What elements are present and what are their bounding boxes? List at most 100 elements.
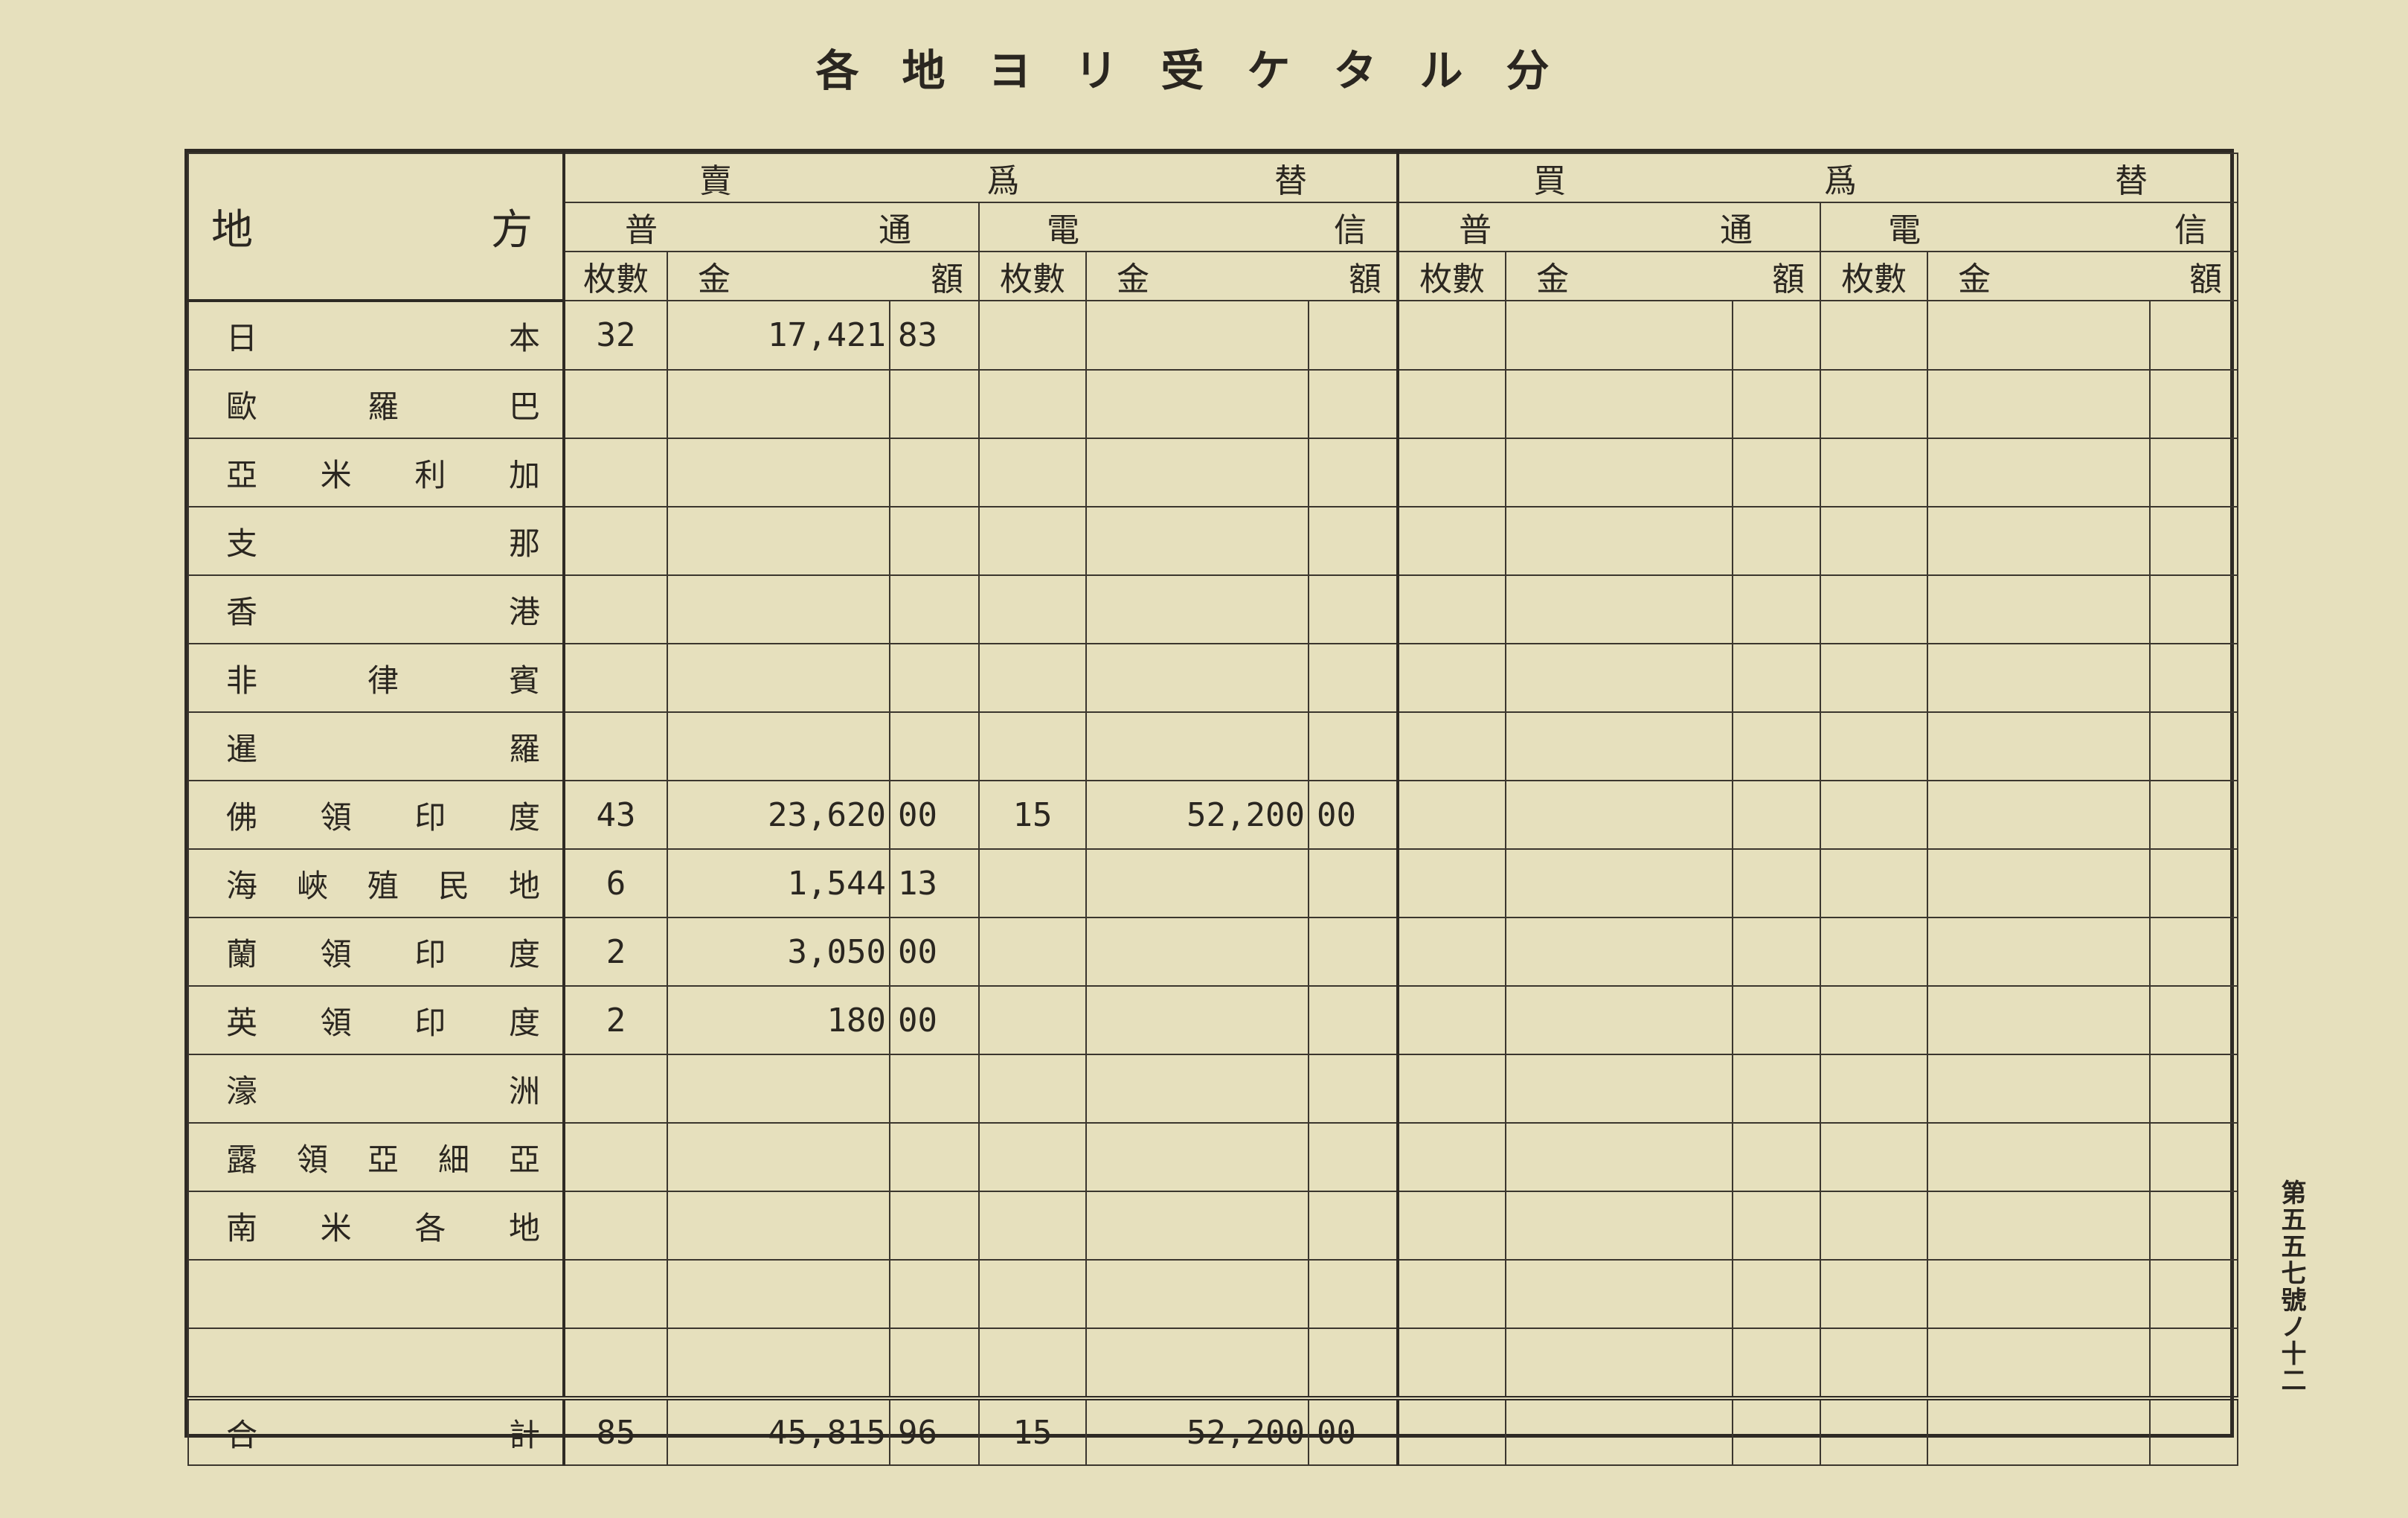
sell-tel-yen-cell xyxy=(1085,1122,1309,1192)
sell-tel-count-cell xyxy=(978,711,1087,781)
buy-cell xyxy=(1820,300,1929,371)
buy-cell xyxy=(1505,1122,1734,1192)
sell-reg-count-cell: 85 xyxy=(562,1396,668,1466)
buy-cell xyxy=(1505,574,1734,644)
place-cell: 歐羅巴 xyxy=(187,369,565,439)
place-cell: 暹羅 xyxy=(187,711,565,781)
buy-cell xyxy=(1927,1259,2151,1329)
buy-cell xyxy=(1396,780,1507,850)
buy-cell xyxy=(1732,1259,1822,1329)
buy-cell xyxy=(1396,1191,1507,1261)
sell-tel-yen-cell xyxy=(1085,300,1309,371)
table-row: 暹羅 xyxy=(187,711,2239,781)
place-cell: 支那 xyxy=(187,506,565,576)
buy-cell xyxy=(1732,917,1822,987)
buy-cell xyxy=(2149,985,2239,1055)
place-cell xyxy=(187,1259,565,1329)
sell-reg-sen-cell xyxy=(889,1191,980,1261)
buy-cell xyxy=(1396,438,1507,507)
place-cell: 香港 xyxy=(187,574,565,644)
sell-reg-sen-cell xyxy=(889,574,980,644)
buy-cell xyxy=(2149,848,2239,918)
sell-reg-sen-cell: 00 xyxy=(889,780,980,850)
sell-reg-count-cell xyxy=(562,1259,668,1329)
sell-tel-count-cell xyxy=(978,506,1087,576)
remittance-table: 地方 賣爲替 買爲替 普通 電信 普通 電信 枚數 金額 枚數 金額 枚數 金額… xyxy=(184,149,2239,1466)
buy-cell xyxy=(1927,369,2151,439)
table-row: 濠洲 xyxy=(187,1054,2239,1124)
page-number: 第五五七號ノ十二 xyxy=(2276,1179,2306,1394)
sell-tel-yen-cell xyxy=(1085,985,1309,1055)
header-count: 枚數 xyxy=(562,251,668,301)
sell-reg-count-cell: 2 xyxy=(562,917,668,987)
buy-cell xyxy=(1505,711,1734,781)
sell-tel-yen-cell xyxy=(1085,711,1309,781)
buy-cell xyxy=(1820,848,1929,918)
buy-cell xyxy=(1927,780,2151,850)
buy-cell xyxy=(1820,506,1929,576)
sell-reg-yen-cell xyxy=(667,1191,890,1261)
buy-cell xyxy=(1396,1328,1507,1399)
sell-tel-yen-cell: 52,200 xyxy=(1085,1396,1309,1466)
buy-cell xyxy=(2149,643,2239,713)
sell-tel-count-cell xyxy=(978,438,1087,507)
buy-cell xyxy=(2149,1259,2239,1329)
table-row: 日本 32 17,421 83 xyxy=(187,300,2239,371)
buy-cell xyxy=(1927,300,2151,371)
sell-reg-sen-cell xyxy=(889,369,980,439)
sell-tel-count-cell xyxy=(978,300,1087,371)
place-cell xyxy=(187,1328,565,1399)
buy-cell xyxy=(1505,438,1734,507)
buy-cell xyxy=(1927,917,2151,987)
sell-tel-yen-cell xyxy=(1085,1054,1309,1124)
buy-cell xyxy=(1820,985,1929,1055)
sell-reg-count-cell xyxy=(562,1054,668,1124)
sell-tel-count-cell xyxy=(978,574,1087,644)
buy-cell xyxy=(1820,780,1929,850)
buy-cell xyxy=(2149,1396,2239,1466)
buy-cell xyxy=(1927,1328,2151,1399)
sell-reg-yen-cell xyxy=(667,1259,890,1329)
buy-cell xyxy=(2149,1122,2239,1192)
sell-tel-count-cell xyxy=(978,369,1087,439)
header-place: 地方 xyxy=(187,153,565,302)
buy-cell xyxy=(1927,1054,2151,1124)
sell-tel-yen-cell: 52,200 xyxy=(1085,780,1309,850)
buy-cell xyxy=(2149,506,2239,576)
table-row: 露領亞細亞 xyxy=(187,1122,2239,1192)
buy-cell xyxy=(2149,917,2239,987)
table-row: 歐羅巴 xyxy=(187,369,2239,439)
sell-tel-yen-cell xyxy=(1085,1191,1309,1261)
buy-cell xyxy=(1505,506,1734,576)
place-cell: 濠洲 xyxy=(187,1054,565,1124)
buy-cell xyxy=(1505,1259,1734,1329)
sell-tel-count-cell xyxy=(978,848,1087,918)
sell-tel-sen-cell xyxy=(1307,369,1399,439)
buy-cell xyxy=(1732,300,1822,371)
sell-tel-yen-cell xyxy=(1085,574,1309,644)
buy-cell xyxy=(1927,574,2151,644)
sell-tel-count-cell xyxy=(978,1328,1087,1399)
buy-cell xyxy=(1927,438,2151,507)
sell-reg-count-cell xyxy=(562,438,668,507)
buy-cell xyxy=(1396,848,1507,918)
table-row: 非律賓 xyxy=(187,643,2239,713)
buy-cell xyxy=(1820,711,1929,781)
buy-cell xyxy=(1732,1054,1822,1124)
buy-cell xyxy=(1396,643,1507,713)
sell-reg-sen-cell: 00 xyxy=(889,917,980,987)
sell-tel-yen-cell xyxy=(1085,438,1309,507)
buy-cell xyxy=(1820,643,1929,713)
sell-tel-count-cell xyxy=(978,1259,1087,1329)
sell-tel-yen-cell xyxy=(1085,848,1309,918)
buy-cell xyxy=(2149,1054,2239,1124)
header-amount: 金額 xyxy=(1085,251,1399,301)
sell-reg-sen-cell: 00 xyxy=(889,985,980,1055)
buy-cell xyxy=(1820,1122,1929,1192)
sell-tel-count-cell xyxy=(978,1191,1087,1261)
header-buy-regular: 普通 xyxy=(1396,202,1822,252)
buy-cell xyxy=(1505,917,1734,987)
sell-tel-yen-cell xyxy=(1085,369,1309,439)
header-amount: 金額 xyxy=(1927,251,2239,301)
total-row: 合計 85 45,815 96 15 52,200 00 xyxy=(187,1396,2239,1466)
